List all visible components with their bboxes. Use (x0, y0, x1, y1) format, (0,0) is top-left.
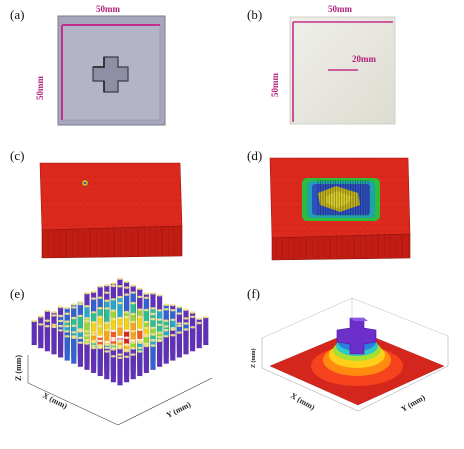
panel-d (269, 157, 411, 261)
panel-e: X (mm) Y (mm) Z (mm) (14, 277, 213, 426)
dim-side-label: 50mm (35, 76, 45, 100)
dim-side-label-b: 50mm (270, 73, 280, 97)
panel-a: 50mm 50mm (35, 4, 166, 126)
mesh-side-d (271, 233, 411, 261)
mesh-side (41, 225, 183, 259)
mesh-top (39, 162, 183, 231)
dim-inner-label: 20mm (352, 54, 376, 64)
axis-y-label-f: Y (mm) (400, 393, 427, 414)
panel-label-a: (a) (10, 7, 25, 22)
panel-label-c: (c) (10, 148, 25, 163)
panel-label-e: (e) (10, 286, 25, 301)
panel-label-d: (d) (247, 148, 263, 163)
axis-z-label-e: Z (mm) (14, 355, 23, 381)
dim-top-label-b: 50mm (328, 4, 352, 14)
axis-z-label-f: Z (mm) (250, 349, 257, 369)
bar-field (31, 277, 209, 386)
axis-x-label-f: X (mm) (289, 391, 317, 412)
panel-c (39, 162, 183, 259)
cross-top (336, 317, 377, 355)
panel-label-b: (b) (247, 7, 263, 22)
axis-y-label-e: Y (mm) (165, 400, 193, 420)
dim-top-label: 50mm (96, 4, 120, 14)
axis-x-label-e: X (mm) (41, 391, 69, 411)
panel-label-f: (f) (247, 286, 260, 301)
panel-b: 50mm 50mm 20mm (270, 4, 396, 125)
panel-f: X (mm) Y (mm) Z (mm) (250, 297, 449, 414)
